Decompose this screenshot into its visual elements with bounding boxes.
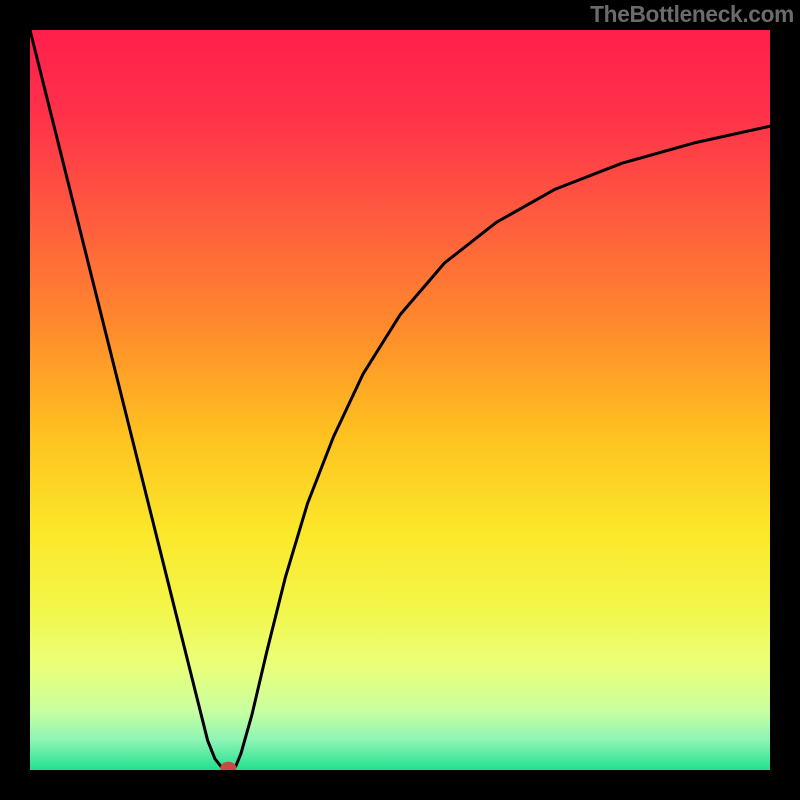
plot-area xyxy=(30,30,770,770)
curve-line xyxy=(30,30,770,770)
bottleneck-curve xyxy=(30,30,770,770)
optimal-point-marker xyxy=(220,762,236,770)
watermark-label: TheBottleneck.com xyxy=(590,0,800,28)
chart-frame: TheBottleneck.com xyxy=(0,0,800,800)
gradient-background xyxy=(30,30,770,770)
